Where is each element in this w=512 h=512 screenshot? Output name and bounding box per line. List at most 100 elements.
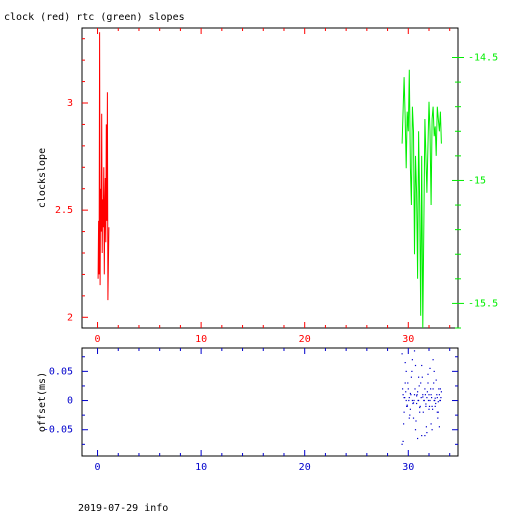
offset-point xyxy=(407,382,409,384)
top-left-y-tick-label: 2.5 xyxy=(55,205,73,216)
offset-point xyxy=(424,435,426,437)
bottom-y-tick-label: 0.05 xyxy=(49,366,73,377)
offset-point xyxy=(431,429,433,431)
top-x-tick-label: 10 xyxy=(195,334,207,345)
offset-point xyxy=(403,411,405,413)
offset-point xyxy=(403,423,405,425)
offset-point xyxy=(424,388,426,390)
offset-point xyxy=(405,399,407,402)
footer-date: 2019-07-29 info xyxy=(78,503,168,512)
offset-point xyxy=(422,394,424,396)
offset-point xyxy=(426,432,428,434)
offset-point xyxy=(419,405,421,407)
offset-point xyxy=(426,391,428,393)
bottom-x-tick-label: 10 xyxy=(195,462,207,473)
top-y-axis-label: clockslope xyxy=(37,148,48,208)
offset-point xyxy=(428,405,431,407)
offset-point xyxy=(411,399,413,402)
offset-point xyxy=(409,414,411,416)
offset-point xyxy=(430,423,432,425)
offset-point xyxy=(417,399,419,402)
offset-point xyxy=(434,399,436,402)
offset-point xyxy=(436,394,438,396)
offset-point xyxy=(420,382,422,384)
bottom-y-tick-label: -0.05 xyxy=(43,425,73,436)
top-plot: 0 10 20 30 2 2.5 3 -14.5 -15 -15.5 xyxy=(55,28,498,345)
top-left-y-tick-label: 3 xyxy=(67,98,73,109)
offset-point xyxy=(406,405,408,407)
offset-point xyxy=(413,350,416,352)
top-x-tick-label: 30 xyxy=(402,334,414,345)
bottom-plot: 0 10 20 30 0.05 0 -0.05 xyxy=(43,348,458,473)
offset-point xyxy=(440,391,442,393)
offset-point xyxy=(416,395,418,397)
offset-point xyxy=(436,397,438,399)
top-right-y-tick-label: -15 xyxy=(468,175,486,186)
offset-point xyxy=(402,388,404,390)
offset-point xyxy=(405,391,407,393)
offset-point xyxy=(437,401,439,403)
offset-point xyxy=(409,392,411,395)
top-plot-frame xyxy=(81,27,459,329)
offset-point xyxy=(428,394,430,396)
offset-point xyxy=(423,399,425,402)
offset-point xyxy=(433,382,435,384)
offset-point xyxy=(436,411,438,413)
offset-point xyxy=(402,394,404,396)
offset-point xyxy=(428,408,430,410)
chart-title: clock (red) rtc (green) slopes xyxy=(4,12,185,23)
offset-point xyxy=(415,420,417,422)
offset-point xyxy=(427,373,429,375)
offset-point xyxy=(426,397,428,399)
offset-point xyxy=(414,388,416,390)
offset-point xyxy=(429,399,431,402)
offset-point xyxy=(418,385,420,387)
offset-point xyxy=(429,367,431,369)
offset-point xyxy=(437,411,439,413)
offset-point xyxy=(417,437,419,440)
offset-point xyxy=(422,396,424,398)
offset-point xyxy=(419,406,421,409)
offset-point xyxy=(421,376,423,378)
offset-point xyxy=(414,429,417,431)
bottom-x-tick-label: 20 xyxy=(299,462,311,473)
offset-point xyxy=(424,394,426,396)
bottom-plot-frame xyxy=(81,347,459,457)
offset-point xyxy=(440,397,442,399)
offset-point xyxy=(402,440,404,442)
offset-point xyxy=(432,388,434,390)
rtc-slope-series xyxy=(401,69,442,329)
bottom-x-tick-label: 0 xyxy=(95,462,101,473)
offset-point xyxy=(432,359,434,361)
bottom-y-axis-label: offset(ms) xyxy=(37,372,48,432)
offset-point xyxy=(425,405,427,407)
offset-point xyxy=(416,394,418,396)
offset-point xyxy=(430,394,432,396)
bottom-y-tick-label: 0 xyxy=(67,396,73,407)
offset-point xyxy=(416,402,418,405)
bottom-x-tick-label: 30 xyxy=(402,462,414,473)
offset-point xyxy=(439,388,441,390)
offset-point xyxy=(408,417,410,419)
offset-point xyxy=(412,402,415,404)
offset-point xyxy=(431,405,433,407)
offset-point xyxy=(431,397,433,399)
offset-point xyxy=(425,403,427,405)
offset-point xyxy=(418,376,420,378)
offset-point xyxy=(421,364,423,367)
offset-point xyxy=(414,364,417,367)
top-right-y-tick-label: -15.5 xyxy=(468,298,498,309)
offset-point xyxy=(404,362,406,364)
offset-point xyxy=(405,370,407,372)
offset-point xyxy=(401,443,403,445)
offset-point xyxy=(411,370,413,372)
offset-point xyxy=(408,397,410,399)
offset-point xyxy=(408,399,410,402)
offset-point xyxy=(439,399,441,402)
offset-point xyxy=(435,402,437,405)
offset-point xyxy=(427,382,429,384)
offset-point xyxy=(409,408,411,410)
offset-point xyxy=(417,391,419,393)
offset-point xyxy=(412,417,415,419)
